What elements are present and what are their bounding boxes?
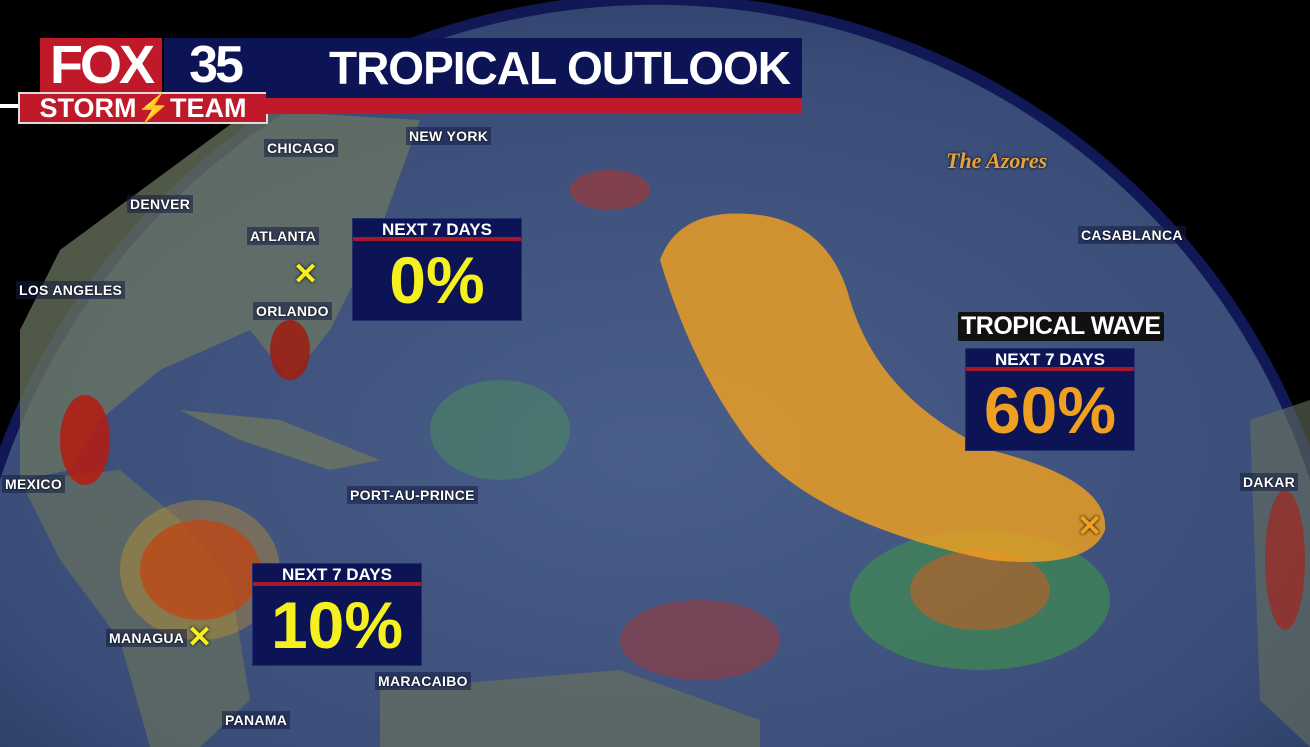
storm-team-logo: STORM⚡TEAM — [18, 92, 268, 124]
city-label: DENVER — [127, 195, 194, 213]
north-america-land — [20, 110, 420, 480]
outlook-box-0: NEXT 7 DAYS 0% — [352, 218, 522, 321]
fox-logo: FOX — [40, 38, 162, 93]
city-label: DAKAR — [1240, 473, 1299, 491]
city-label: LOS ANGELES — [16, 281, 126, 299]
tropical-wave-label: TROPICAL WAVE — [958, 312, 1164, 341]
outlook-chance: 60% — [983, 373, 1117, 447]
x-icon: ✕ — [187, 621, 213, 654]
page-title: TROPICAL OUTLOOK — [328, 42, 791, 94]
outlook-area-60 — [660, 213, 1106, 562]
outlook-chance: 10% — [270, 588, 404, 662]
city-label: ATLANTA — [247, 227, 320, 245]
outlook-header: NEXT 7 DAYS — [353, 219, 521, 241]
outlook-box-2: NEXT 7 DAYS 60% — [965, 348, 1135, 451]
outlook-header: NEXT 7 DAYS — [966, 349, 1134, 371]
city-label: CHICAGO — [264, 139, 339, 157]
title-underline — [266, 98, 802, 114]
logo-rule — [0, 104, 18, 108]
city-label: NEW YORK — [406, 127, 492, 145]
city-label: ORLANDO — [253, 302, 332, 320]
city-label: CASABLANCA — [1078, 226, 1186, 244]
outlook-box-1: NEXT 7 DAYS 10% — [252, 563, 422, 666]
outlook-header: NEXT 7 DAYS — [253, 564, 421, 586]
x-icon: ✕ — [1077, 510, 1103, 543]
city-label: MARACAIBO — [375, 672, 471, 690]
cuba-land — [180, 410, 380, 470]
city-label: PORT-AU-PRINCE — [347, 486, 478, 504]
region-label-azores: The Azores — [946, 148, 1048, 173]
city-label: PANAMA — [222, 711, 291, 729]
south-america-land — [380, 670, 760, 747]
title-bar — [266, 38, 802, 98]
x-icon: ✕ — [293, 258, 319, 291]
channel-number: 35 — [164, 38, 266, 93]
city-label: MEXICO — [2, 475, 66, 493]
storm-clouds — [60, 170, 1305, 680]
outlook-chance: 0% — [389, 243, 485, 317]
city-label: MANAGUA — [106, 629, 188, 647]
